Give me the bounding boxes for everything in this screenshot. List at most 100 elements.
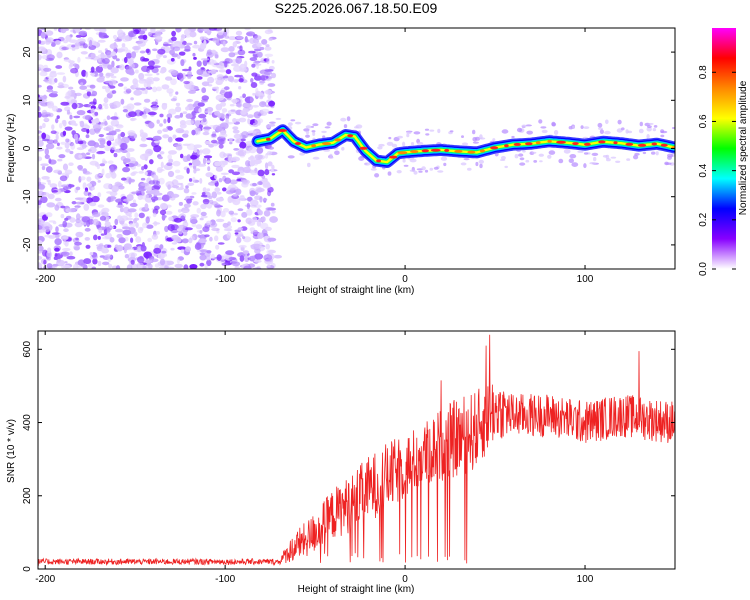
noise-blob [75, 186, 81, 191]
noise-blob [202, 157, 207, 165]
noise-blob [193, 40, 198, 45]
ridge-halo-blob [387, 171, 392, 176]
noise-blob [221, 160, 228, 164]
noise-blob [174, 263, 183, 269]
noise-blob [130, 263, 138, 269]
noise-blob [74, 197, 84, 200]
noise-blob [202, 59, 208, 67]
noise-blob [57, 158, 63, 162]
ridge-halo-blob [660, 134, 665, 138]
noise-blob [163, 118, 167, 124]
noise-blob [120, 98, 125, 105]
ridge-halo-blob [329, 153, 333, 157]
noise-blob [103, 35, 109, 39]
noise-blob [252, 182, 257, 187]
ridge-halo-blob [551, 121, 556, 127]
colorbar-tick-label: 0.4 [698, 163, 709, 177]
noise-blob [193, 147, 198, 153]
noise-blob [85, 71, 89, 78]
noise-blob [38, 262, 43, 269]
noise-blob [247, 104, 253, 111]
noise-blob [202, 198, 210, 205]
noise-blob [96, 151, 105, 155]
noise-blob [71, 102, 78, 110]
noise-blob [267, 83, 276, 87]
ridge-hotspot [637, 143, 647, 147]
noise-blob [267, 29, 273, 33]
ridge-halo-blob [591, 152, 599, 156]
noise-blob [248, 50, 256, 54]
snr-y-tick-label: 600 [22, 341, 33, 358]
noise-blob [60, 141, 67, 145]
noise-blob [254, 35, 262, 40]
noise-blob [175, 91, 179, 95]
ridge-halo-blob [396, 170, 402, 174]
noise-blob [242, 250, 249, 255]
noise-blob [80, 82, 84, 86]
noise-blob [75, 231, 84, 238]
ridge-halo-blob [340, 117, 347, 122]
noise-blob [110, 67, 119, 74]
noise-blob [74, 246, 80, 251]
noise-blob [56, 142, 60, 147]
noise-blob [263, 254, 273, 262]
noise-blob [145, 79, 155, 82]
noise-blob [96, 77, 105, 83]
noise-blob [228, 52, 236, 58]
noise-blob [85, 244, 91, 249]
noise-blob [243, 265, 252, 269]
noise-blob [97, 260, 102, 266]
noise-blob [186, 167, 190, 174]
noise-blob [209, 236, 213, 242]
ridge-halo-blob [397, 135, 403, 139]
noise-blob [153, 247, 162, 254]
noise-blob [60, 205, 66, 209]
noise-blob [38, 40, 42, 44]
noise-blob [207, 166, 211, 172]
ridge-halo-blob [626, 158, 631, 161]
snr-x-axis-label: Height of straight line (km) [298, 584, 415, 595]
noise-blob [234, 232, 239, 235]
noise-blob [224, 60, 228, 68]
noise-blob [48, 78, 53, 85]
ridge-halo-blob [443, 162, 447, 167]
noise-blob [197, 102, 205, 107]
noise-blob [191, 192, 197, 195]
noise-blob [98, 134, 105, 138]
noise-blob [90, 53, 96, 59]
noise-blob [72, 237, 80, 244]
snr-x-tick-label: -200 [35, 574, 55, 585]
noise-blob [205, 254, 211, 261]
noise-blob [151, 185, 161, 191]
noise-blob [39, 125, 43, 130]
spectrogram-x-tick-label: 0 [402, 274, 408, 285]
ridge-halo-blob [518, 153, 524, 157]
ridge-halo-blob [346, 116, 351, 122]
noise-blob [219, 151, 226, 159]
noise-blob [143, 98, 151, 103]
noise-blob [204, 234, 210, 238]
ridge-hotspot [490, 146, 499, 150]
noise-blob [232, 193, 238, 197]
ridge-halo-blob [334, 150, 340, 156]
noise-blob [68, 184, 75, 188]
noise-blob [48, 235, 56, 239]
noise-blob [99, 255, 105, 258]
ridge-halo-blob [305, 125, 312, 129]
noise-blob [129, 202, 138, 208]
noise-blob [205, 172, 214, 178]
noise-blob [248, 146, 257, 154]
noise-blob [131, 191, 137, 195]
noise-blob [186, 198, 192, 204]
noise-blob [222, 40, 226, 47]
noise-blob [254, 75, 262, 81]
noise-blob [180, 59, 185, 67]
noise-blob [139, 143, 148, 148]
noise-blob [106, 140, 112, 146]
noise-blob [240, 138, 246, 142]
noise-blob [228, 155, 233, 163]
ridge-halo-blob [409, 158, 417, 163]
noise-blob [73, 63, 78, 67]
ridge-halo-blob [605, 119, 609, 125]
noise-blob [196, 60, 202, 67]
